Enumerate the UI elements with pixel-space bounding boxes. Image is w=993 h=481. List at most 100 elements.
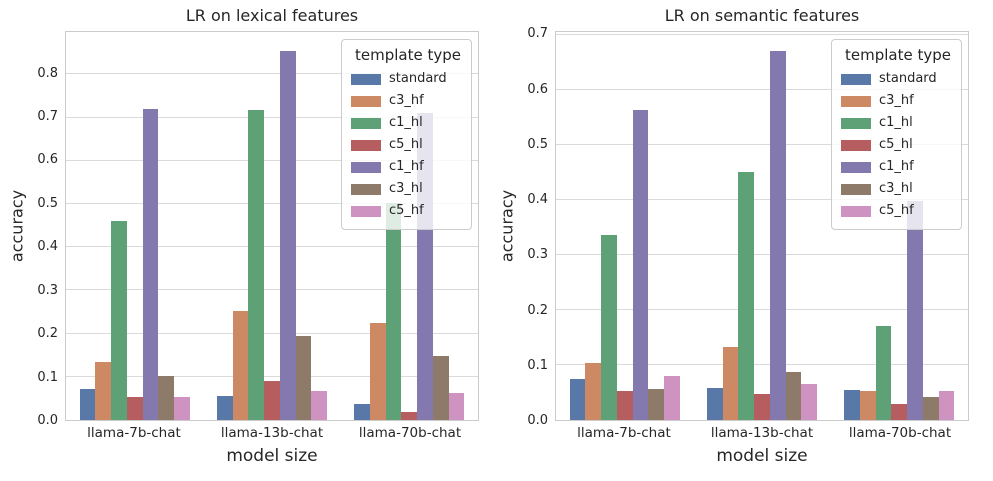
bar-c1_hf-llama-13b-chat: [769, 51, 786, 420]
legend-swatch-icon: [351, 183, 381, 195]
x-tick-label: llama-13b-chat: [710, 425, 814, 441]
y-tick-label: 0.0: [37, 413, 58, 428]
bar-c5_hf-llama-13b-chat: [311, 391, 327, 420]
bar-c5_hl-llama-70b-chat: [891, 403, 908, 420]
x-axis-label: model size: [716, 446, 808, 466]
y-tick-label: 0.7: [37, 109, 58, 124]
bar-c5_hl-llama-13b-chat: [754, 393, 770, 420]
y-tick-label: 0.6: [527, 81, 548, 97]
bar-c3_hl-llama-7b-chat: [158, 375, 174, 420]
legend-entry-label: c3_hl: [389, 181, 423, 196]
legend-entry-label: c1_hl: [389, 115, 423, 130]
x-tick-label: llama-70b-chat: [358, 425, 462, 441]
bar-c1_hf-llama-13b-chat: [279, 51, 296, 420]
legend-entry-standard: standard: [351, 68, 465, 90]
gridline: [66, 202, 478, 204]
legend-entry-label: c3_hf: [879, 93, 914, 108]
legend-entry-c3_hl: c3_hl: [841, 178, 955, 200]
gridline: [66, 159, 478, 161]
bar-c5_hl-llama-7b-chat: [126, 397, 143, 420]
chart-title: LR on semantic features: [664, 6, 860, 25]
bar-c3_hf-llama-7b-chat: [95, 361, 112, 420]
legend-entry-c1_hf: c1_hf: [841, 156, 955, 178]
bar-c1_hl-llama-13b-chat: [738, 171, 755, 420]
legend-entry-standard: standard: [841, 68, 955, 90]
bar-c3_hl-llama-7b-chat: [648, 388, 664, 420]
legend-entry-c5_hf: c5_hf: [351, 200, 465, 222]
legend-swatch-icon: [841, 73, 871, 85]
bar-c5_hl-llama-7b-chat: [616, 390, 633, 420]
legend-swatch-icon: [351, 117, 381, 129]
bar-c5_hf-llama-70b-chat: [448, 393, 465, 420]
bar-c1_hl-llama-70b-chat: [875, 326, 892, 420]
legend-swatch-icon: [351, 161, 381, 173]
legend-entry-label: standard: [879, 71, 937, 86]
y-tick-label: 0.6: [37, 152, 58, 168]
legend-entry-label: c5_hf: [389, 203, 424, 218]
legend-entry-label: c3_hf: [389, 93, 424, 108]
y-tick-labels: 0.0 0.1 0.2 0.3 0.4 0.5 0.6 0.7: [513, 26, 548, 428]
y-tick-label: 0.4: [37, 239, 58, 255]
bar-c1_hf-llama-7b-chat: [632, 109, 649, 420]
y-tick-label: 0.5: [527, 136, 548, 152]
legend-entry-c3_hf: c3_hf: [351, 90, 465, 112]
y-tick-label: 0.1: [527, 357, 548, 373]
x-axis-label: model size: [226, 446, 318, 466]
y-tick-label: 0.1: [37, 369, 58, 385]
legend-swatch-icon: [841, 205, 871, 217]
bar-c3_hl-llama-70b-chat: [432, 356, 449, 420]
y-tick-label: 0.2: [527, 302, 548, 318]
bar-c3_hl-llama-13b-chat: [295, 336, 312, 420]
bar-c1_hf-llama-7b-chat: [142, 108, 159, 420]
bar-standard-llama-7b-chat: [79, 388, 96, 420]
plot-area: template type standard c3_hf c1_hl c5_hl c1_…: [65, 31, 479, 421]
y-tick-label: 0.5: [37, 195, 58, 211]
legend: template type standard c3_hf c1_hl c5_hl c1_…: [831, 39, 962, 230]
legend-swatch-icon: [841, 95, 871, 107]
gridline: [556, 364, 968, 366]
legend-entry-c1_hl: c1_hl: [841, 112, 955, 134]
y-tick-label: 0.0: [527, 413, 548, 428]
bar-c3_hl-llama-70b-chat: [922, 397, 939, 420]
bar-standard-llama-13b-chat: [217, 396, 233, 420]
legend-swatch-icon: [351, 139, 381, 151]
legend-entries: standard c3_hf c1_hl c5_hl c1_hf c3_hl c5_hf: [351, 68, 465, 222]
bar-c3_hf-llama-13b-chat: [232, 311, 249, 420]
x-tick-label: llama-7b-chat: [87, 425, 181, 441]
gridline: [556, 254, 968, 256]
legend-swatch-icon: [841, 139, 871, 151]
legend-entry-label: c1_hf: [389, 159, 424, 174]
y-tick-label: 0.3: [527, 247, 548, 263]
y-tick-label: 0.3: [37, 282, 58, 298]
x-tick-labels: llama-7b-chat llama-13b-chat llama-70b-cha…: [555, 425, 969, 443]
bar-c5_hf-llama-70b-chat: [938, 390, 955, 420]
bar-standard-llama-70b-chat: [354, 403, 371, 420]
x-tick-labels: llama-7b-chat llama-13b-chat llama-70b-cha…: [65, 425, 479, 443]
legend-swatch-icon: [841, 183, 871, 195]
x-tick-label: llama-70b-chat: [848, 425, 952, 441]
legend-entry-c3_hl: c3_hl: [351, 178, 465, 200]
y-tick-labels: 0.0 0.1 0.2 0.3 0.4 0.5 0.6 0.7 0.8: [23, 31, 58, 428]
gridline: [66, 375, 478, 377]
x-tick-label: llama-13b-chat: [220, 425, 324, 441]
legend-swatch-icon: [351, 73, 381, 85]
bars: [66, 32, 478, 420]
bar-c1_hl-llama-7b-chat: [601, 235, 617, 420]
bar-standard-llama-13b-chat: [707, 388, 723, 420]
bar-c1_hf-llama-70b-chat: [907, 201, 923, 420]
legend-entry-label: c1_hl: [879, 115, 913, 130]
gridline: [556, 144, 968, 146]
gridlines: [556, 32, 968, 420]
bar-standard-llama-70b-chat: [844, 389, 861, 420]
y-tick-label: 0.4: [527, 192, 548, 208]
legend-swatch-icon: [351, 205, 381, 217]
bar-c5_hf-llama-7b-chat: [173, 397, 190, 420]
gridline: [556, 34, 968, 36]
bar-c1_hl-llama-7b-chat: [111, 221, 127, 420]
legend-swatch-icon: [351, 95, 381, 107]
legend-entry-label: c1_hf: [879, 159, 914, 174]
y-tick-label: 0.2: [37, 326, 58, 342]
